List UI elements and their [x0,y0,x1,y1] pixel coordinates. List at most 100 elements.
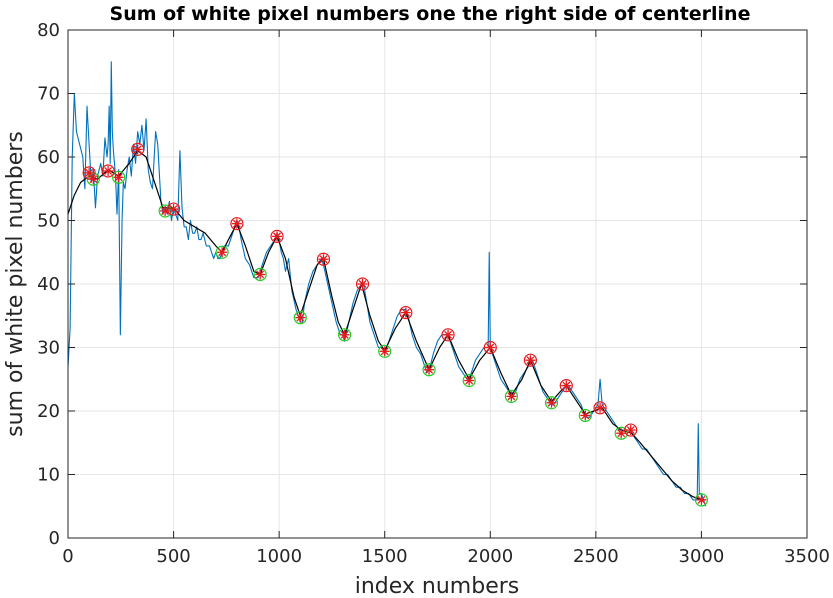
peak-marker [230,217,244,231]
star-marker-stroke [256,270,265,279]
peak-circle [559,379,573,393]
valley-circle [578,408,592,423]
star-marker-stroke [218,248,227,257]
star-marker-stroke [273,232,281,241]
y-tick-label: 30 [37,338,60,359]
x-axis-label: index numbers [355,574,520,598]
peak-marker [355,277,370,291]
valley-marker [422,363,436,377]
x-tick-label: 3500 [784,546,830,567]
peak-circle [593,401,607,415]
x-tick-label: 3000 [679,546,725,567]
star-marker-stroke [596,403,605,412]
star-marker-stroke [581,411,590,420]
star-marker-stroke [232,219,241,228]
x-tick-label: 0 [62,546,73,567]
valley-marker [337,328,352,342]
valley-marker [215,245,229,259]
star-marker-stroke [296,313,305,322]
markers-group [82,142,709,507]
star-marker-stroke [547,398,556,407]
star-marker-stroke [114,173,123,182]
x-tick-label: 2000 [467,546,513,567]
star-marker-stroke [697,495,706,504]
x-tick-label: 2500 [573,546,619,567]
peak-marker [559,379,573,393]
star-marker-stroke [507,392,516,401]
valley-circle [112,170,126,184]
raw-series-line [68,61,707,507]
peak-circle [230,217,244,231]
y-tick-label: 20 [37,401,60,422]
x-tick-label: 1000 [256,546,302,567]
x-tick-label: 1500 [362,546,408,567]
y-axis-ticks: 0 10 20 30 40 50 60 70 80 [37,20,807,549]
valley-circle [293,311,307,325]
valley-marker [293,311,307,325]
peak-circle [441,328,455,342]
valley-marker [253,267,267,282]
valley-circle [462,373,476,388]
peak-marker [270,229,284,243]
y-tick-label: 60 [37,147,60,168]
star-marker-stroke [526,356,535,365]
peak-circle [355,277,370,291]
valley-circle [215,245,229,259]
y-tick-label: 0 [49,528,60,549]
peak-marker [624,423,638,437]
star-marker-stroke [562,381,571,390]
valley-marker [504,389,518,403]
peak-marker [101,164,115,178]
chart-title: Sum of white pixel numbers one the right… [110,3,751,25]
y-tick-label: 70 [37,84,60,105]
peak-marker [316,252,331,266]
star-marker-stroke [319,255,328,264]
peak-circle [399,305,413,320]
valley-marker [158,204,172,218]
peak-circle [270,229,284,243]
star-marker-stroke [340,330,349,339]
y-tick-label: 50 [37,211,60,232]
star-marker-stroke [133,145,142,154]
star-marker-stroke [358,280,367,288]
valley-circle [378,344,392,358]
valley-circle [694,493,709,507]
star-marker-stroke [169,205,178,214]
peak-marker [523,353,538,367]
star-marker-stroke [486,343,495,352]
y-tick-label: 40 [37,274,60,295]
valley-marker [544,396,559,410]
peak-marker [483,340,497,355]
star-marker-stroke [617,429,626,438]
star-marker-stroke [89,175,98,184]
star-marker-stroke [626,426,635,435]
peak-marker [441,328,455,342]
star-marker-stroke [401,308,410,317]
valley-marker [378,344,392,358]
peak-circle [82,166,96,180]
peak-circle [316,252,331,266]
x-tick-label: 500 [156,546,190,567]
peak-circle [523,353,538,367]
valley-circle [422,363,436,377]
peak-circle [483,340,497,355]
valley-circle [253,267,267,282]
star-marker-stroke [425,365,434,374]
peak-marker [82,166,96,180]
y-axis-label: sum of white pixel numbers [3,131,28,437]
y-tick-label: 80 [37,20,60,41]
peak-circle [131,142,145,156]
valley-circle [544,396,559,410]
valley-marker [112,170,126,184]
peak-marker [593,401,607,415]
star-marker-stroke [380,347,389,356]
valley-circle [504,389,518,403]
star-marker-stroke [104,167,113,175]
valley-marker [578,408,592,423]
y-tick-label: 10 [37,465,60,486]
valley-marker [694,493,709,507]
peak-marker [166,202,181,216]
peak-marker [131,142,145,156]
star-marker-stroke [85,168,94,177]
